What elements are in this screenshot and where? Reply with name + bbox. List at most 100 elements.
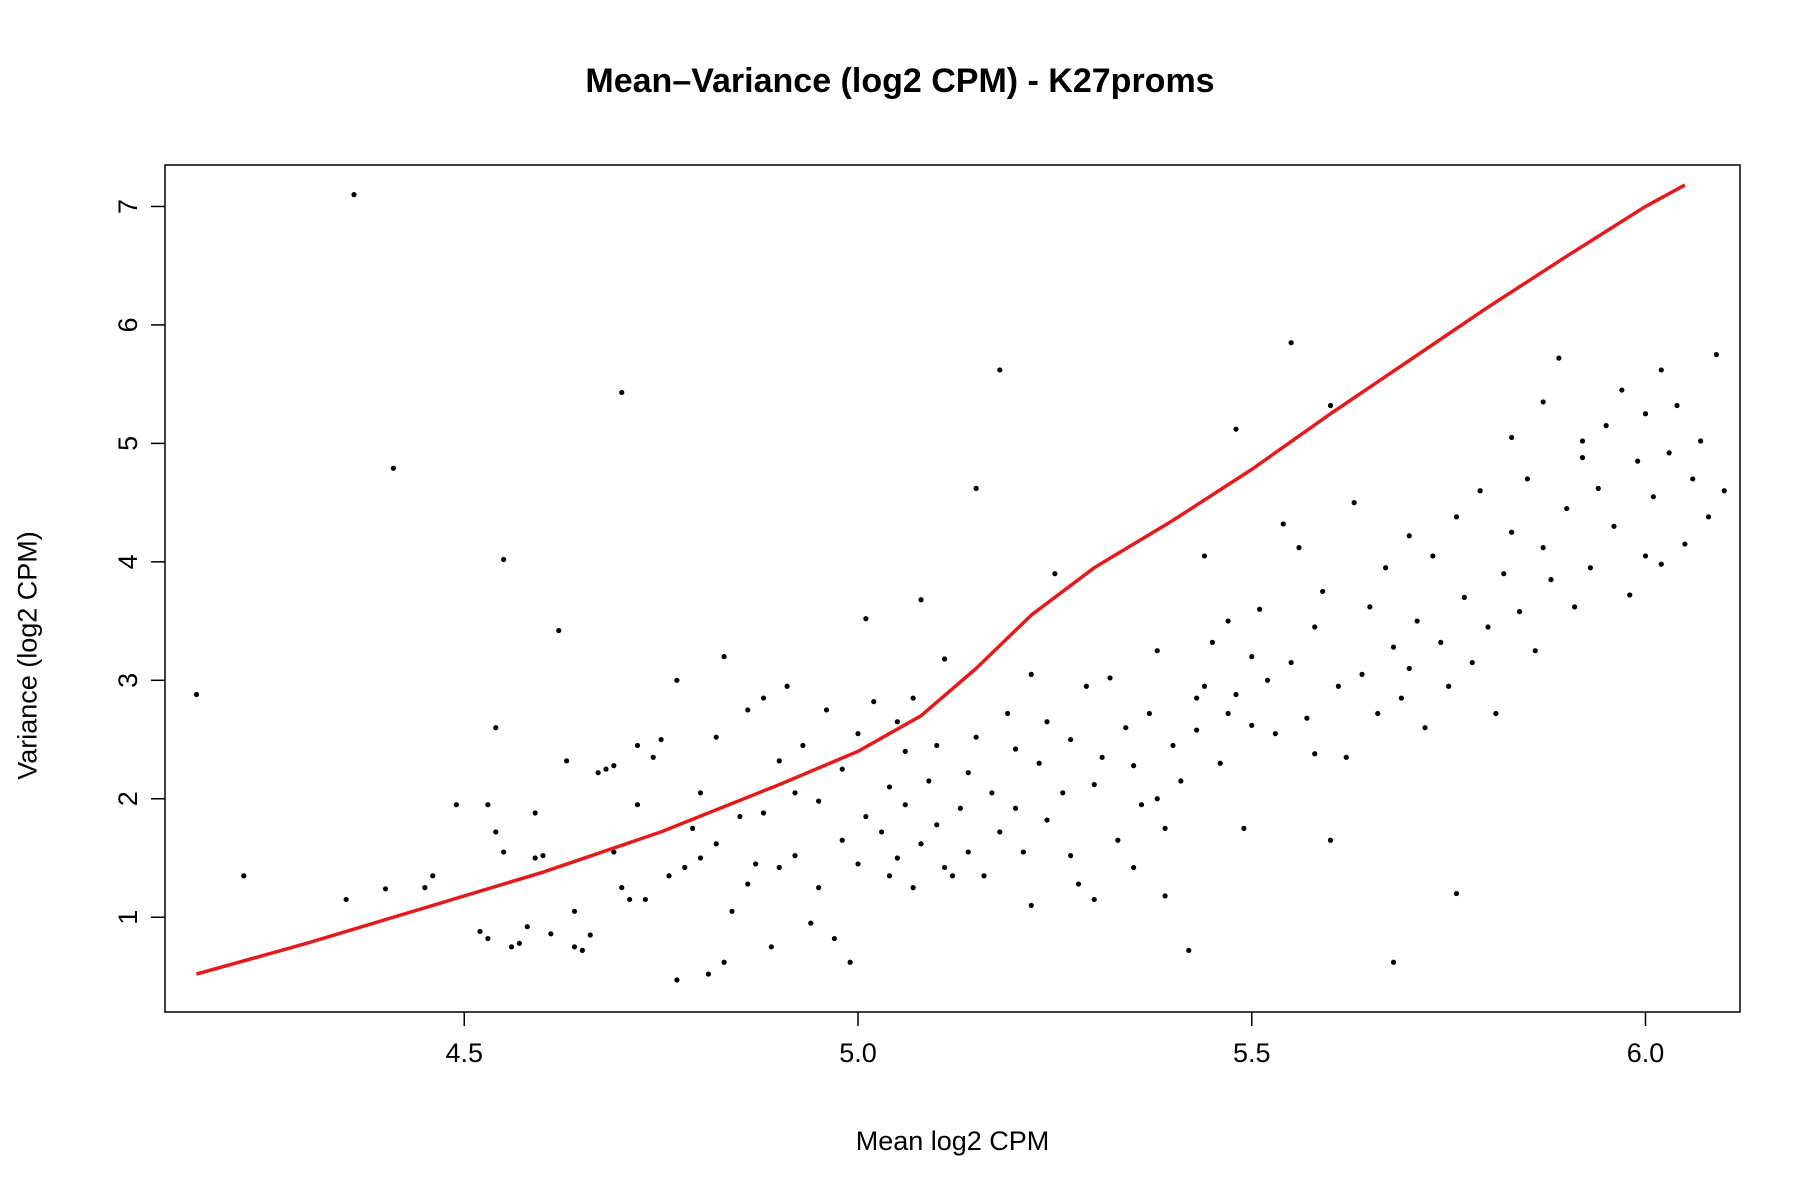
scatter-point [1241, 825, 1247, 831]
scatter-point [871, 699, 877, 705]
scatter-point [918, 841, 924, 847]
scatter-point [792, 790, 798, 796]
scatter-point [382, 886, 389, 892]
scatter-point [501, 849, 507, 855]
scatter-point [1721, 488, 1727, 494]
scatter-point [760, 695, 767, 701]
scatter-point [1564, 505, 1570, 512]
scatter-point [1272, 731, 1278, 737]
scatter-point [942, 864, 948, 871]
scatter-point [1619, 387, 1625, 393]
scatter-point [1028, 671, 1034, 677]
scatter-point [1658, 561, 1664, 567]
scatter-point [634, 802, 641, 808]
scatter-point [571, 908, 578, 914]
scatter-point [745, 707, 751, 713]
scatter-point [800, 742, 806, 749]
scatter-point [1642, 411, 1649, 417]
scatter-point [713, 734, 719, 740]
scatter-point [1154, 796, 1160, 802]
scatter-point [934, 822, 940, 828]
scatter-point [957, 805, 963, 811]
scatter-point [1131, 864, 1137, 871]
scatter-point [1705, 514, 1712, 520]
scatter-point [713, 841, 719, 847]
scatter-point [682, 864, 688, 871]
scatter-point [776, 864, 782, 871]
scatter-point [1642, 553, 1649, 559]
scatter-point [1194, 727, 1200, 733]
scatter-point [571, 944, 578, 950]
scatter-point [579, 947, 585, 954]
scatter-point [1296, 545, 1302, 551]
scatter-point [1572, 604, 1578, 610]
scatter-point [1091, 896, 1097, 903]
scatter-point [1012, 746, 1019, 752]
scatter-point [193, 691, 200, 698]
scatter-point [556, 627, 562, 634]
scatter-point [1186, 947, 1192, 954]
scatter-point [1075, 881, 1082, 887]
scatter-point [485, 935, 491, 942]
scatter-point [697, 855, 704, 861]
scatter-point [1548, 577, 1554, 583]
scatter-point [1532, 648, 1538, 654]
scatter-point [949, 873, 956, 879]
scatter-point [516, 940, 522, 946]
scatter-point [1052, 571, 1058, 577]
scatter-point [1524, 476, 1530, 482]
scatter-point [1509, 529, 1515, 535]
scatter-point [627, 896, 633, 903]
scatter-point [1414, 618, 1420, 624]
scatter-point [910, 885, 916, 891]
scatter-point [1477, 488, 1483, 494]
scatter-point [1162, 825, 1168, 831]
scatter-point [1288, 659, 1294, 666]
scatter-point [634, 742, 641, 749]
scatter-point [737, 813, 743, 820]
scatter-point [1209, 639, 1215, 646]
scatter-point [1485, 624, 1491, 630]
scatter-point [1501, 571, 1507, 577]
scatter-point [729, 908, 735, 914]
scatter-point [540, 853, 546, 859]
scatter-point [1650, 494, 1656, 500]
scatter-point [241, 873, 247, 879]
scatter-point [493, 829, 499, 835]
chart-title: Mean–Variance (log2 CPM) - K27proms [585, 62, 1215, 100]
scatter-point [1493, 710, 1499, 717]
scatter-point [1446, 683, 1452, 689]
scatter-point [1579, 455, 1586, 461]
scatter-point [1603, 423, 1609, 429]
scatter-point [863, 616, 869, 622]
scatter-point [1201, 683, 1208, 689]
scatter-point [564, 758, 570, 764]
scatter-point [1453, 514, 1460, 520]
scatter-point [1674, 402, 1680, 409]
scatter-point [831, 935, 837, 942]
scatter-point [1666, 450, 1672, 456]
scatter-point [910, 695, 916, 701]
scatter-point [1044, 817, 1050, 823]
scatter-point [1312, 751, 1318, 757]
scatter-point [886, 784, 893, 790]
scatter-point [1099, 754, 1105, 760]
scatter-point [981, 873, 987, 879]
scatter-point [855, 861, 861, 867]
scatter-point [453, 802, 459, 808]
scatter-point [1233, 426, 1239, 432]
scatter-point [879, 829, 885, 835]
scatter-point [619, 389, 625, 396]
scatter-point [1068, 853, 1074, 859]
scatter-point [666, 873, 672, 879]
scatter-point [351, 192, 357, 198]
scatter-point [839, 837, 845, 843]
scatter-point [753, 861, 759, 867]
scatter-point [1060, 790, 1066, 796]
scatter-point [902, 802, 908, 808]
scatter-point [1713, 351, 1719, 358]
scatter-point [493, 725, 499, 731]
y-tick-label: 3 [113, 673, 143, 688]
scatter-point [776, 758, 782, 764]
